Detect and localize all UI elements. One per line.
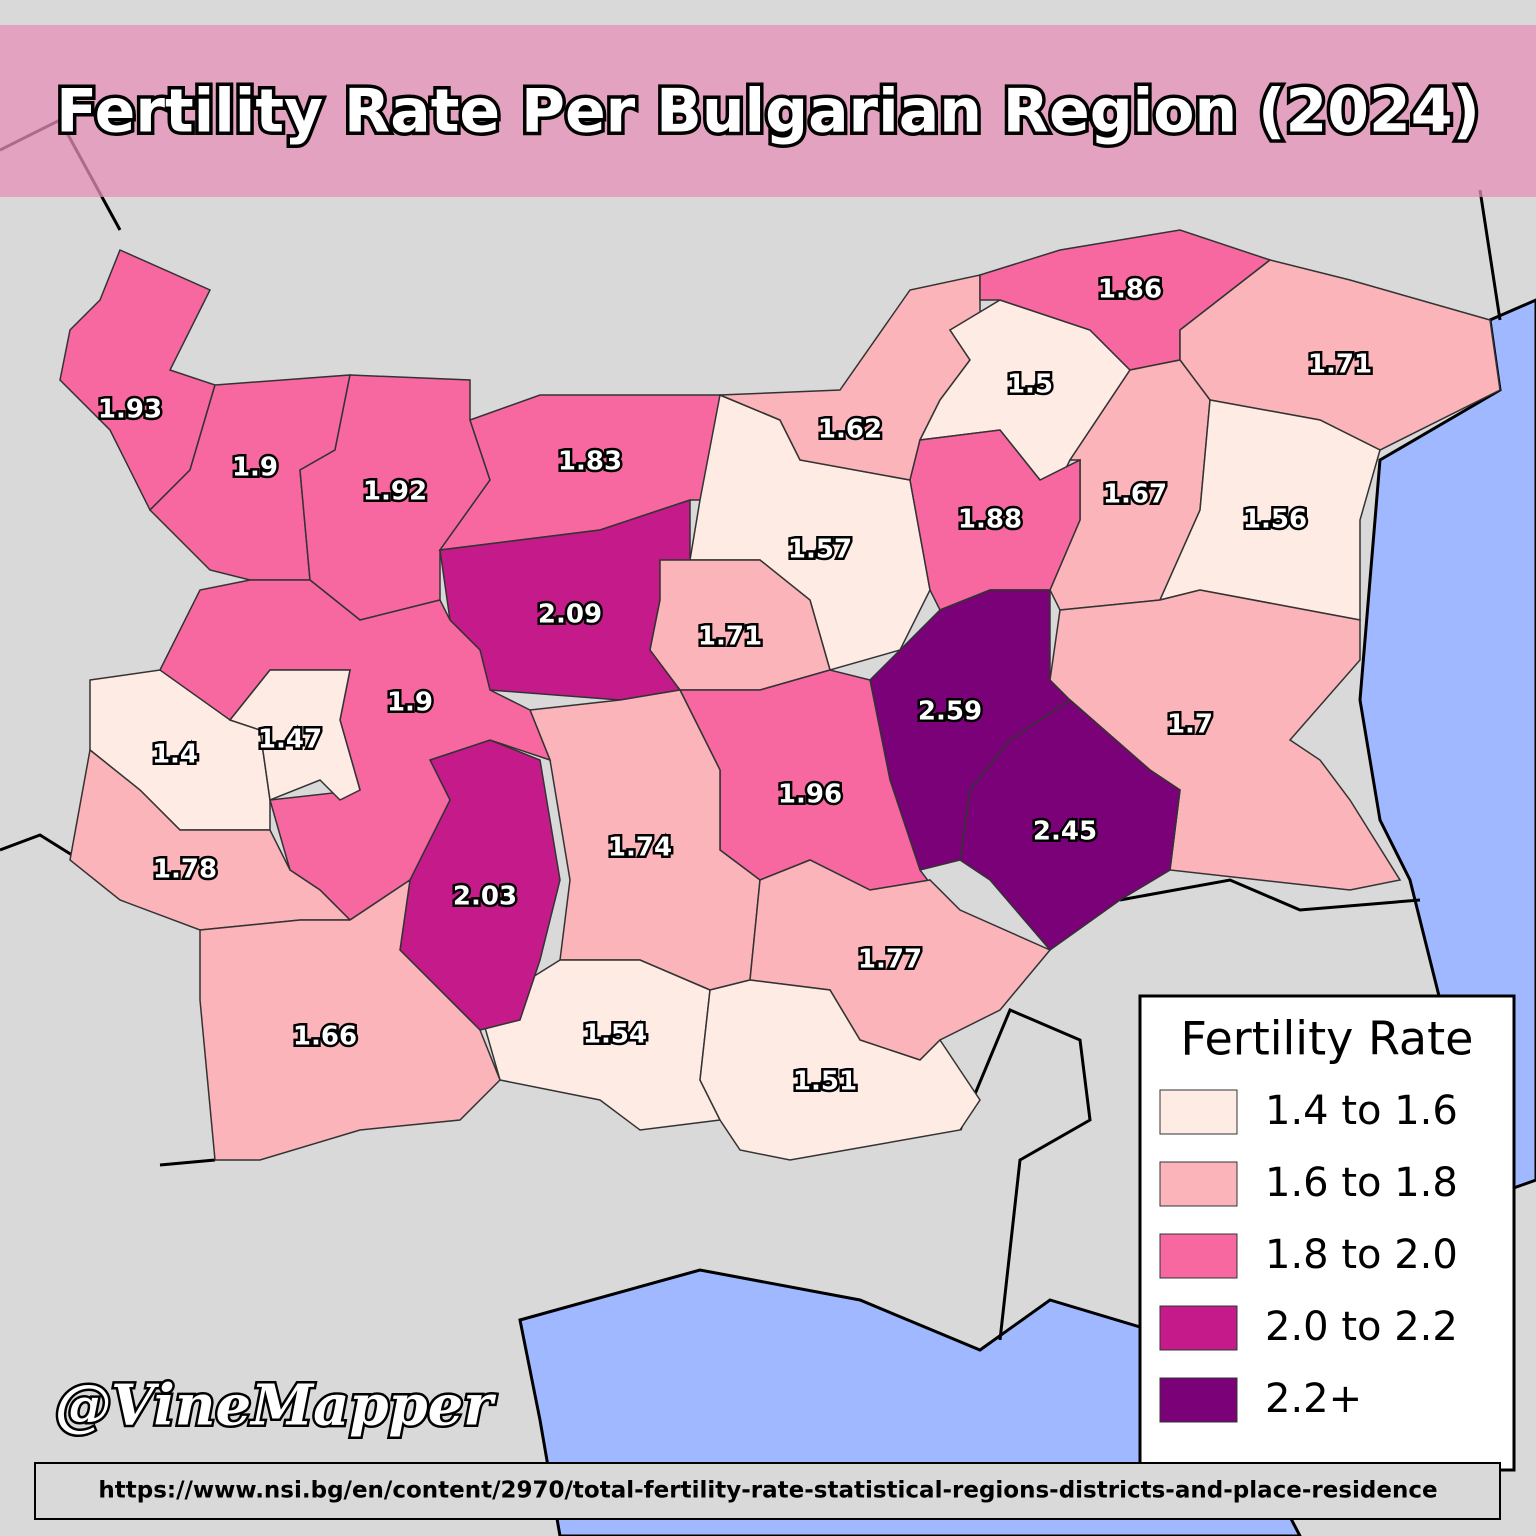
- region: [69, 748, 352, 931]
- region-value: 1.71: [698, 622, 762, 652]
- region-value: 1.4: [152, 740, 198, 770]
- title-band: [0, 25, 1536, 197]
- region-value: 1.88: [958, 505, 1022, 535]
- region-value: 1.5: [1007, 370, 1053, 400]
- legend-swatch: [1159, 1233, 1238, 1279]
- legend-label: 2.2+: [1265, 1376, 1362, 1422]
- legend: Fertility Rate 1.4 to 1.6 1.6 to 1.8 1.8 t…: [1138, 994, 1516, 1472]
- region-value: 1.57: [788, 535, 852, 565]
- legend-label: 1.6 to 1.8: [1265, 1160, 1458, 1206]
- region-value: 1.77: [858, 945, 922, 975]
- region-value: 1.47: [258, 725, 322, 755]
- black-sea: [1358, 298, 1536, 1202]
- region: [228, 669, 361, 802]
- region-value: 1.93: [98, 395, 162, 425]
- source-box: [34, 1462, 1501, 1520]
- region-value: 2.45: [1033, 817, 1097, 847]
- region-value: 2.09: [538, 600, 602, 630]
- region-value: 1.71: [1308, 350, 1372, 380]
- legend-label: 1.8 to 2.0: [1265, 1232, 1458, 1278]
- region-value: 1.83: [558, 447, 622, 477]
- region-value: 2.59: [918, 697, 982, 727]
- region-value: 2.03: [453, 882, 517, 912]
- legend-label: 1.4 to 1.6: [1265, 1088, 1458, 1134]
- region-labels: 1.93 1.9 1.92 1.83 1.57 1.62 1.5 1.86 1.71 1.67 1.…: [95, 272, 1374, 1099]
- legend-swatch: [1159, 1161, 1238, 1207]
- legend-label: 2.0 to 2.2: [1265, 1304, 1458, 1350]
- region: [699, 979, 981, 1161]
- source-url: https://www.nsi.bg/en/content/2970/total…: [98, 1478, 1437, 1504]
- region-value: 1.92: [363, 477, 427, 507]
- region-value: 1.62: [818, 415, 882, 445]
- region-value: 1.96: [778, 780, 842, 810]
- legend-swatch: [1159, 1377, 1238, 1423]
- title: Fertility Rate Per Bulgarian Region (202…: [56, 77, 1480, 147]
- region-value: 1.66: [293, 1022, 357, 1052]
- region-value: 1.7: [1167, 710, 1213, 740]
- region-value: 1.56: [1243, 505, 1307, 535]
- region-value: 1.51: [793, 1067, 857, 1097]
- legend-swatch: [1159, 1089, 1238, 1135]
- region-value: 1.67: [1103, 480, 1167, 510]
- legend-title: Fertility Rate: [1181, 1012, 1474, 1066]
- border-line: [0, 118, 1502, 1341]
- region-value: 1.54: [583, 1020, 647, 1050]
- region-value: 1.9: [232, 453, 278, 483]
- legend-swatch: [1159, 1305, 1238, 1351]
- region-value: 1.9: [387, 688, 433, 718]
- region-value: 1.78: [153, 855, 217, 885]
- region-value: 1.86: [1098, 275, 1162, 305]
- region-value: 1.74: [608, 833, 672, 863]
- watermark: @VineMapper: [55, 1373, 496, 1439]
- regions: [59, 229, 1501, 1161]
- region: [199, 878, 501, 1161]
